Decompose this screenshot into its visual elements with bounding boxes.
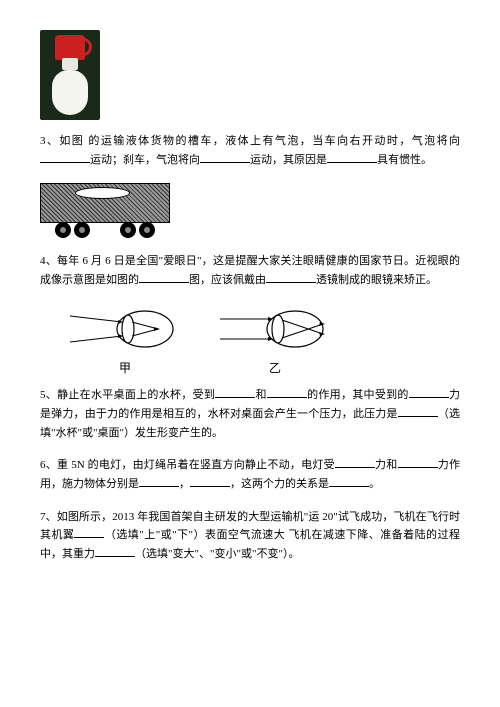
q4-blank-1 xyxy=(139,271,189,283)
question-4: 4、每年 6 月 6 日是全国"爱眼日"，这是提醒大家关注眼睛健康的国家节日。近… xyxy=(40,252,460,289)
q3-text-2: 运动；刹车，气泡将向 xyxy=(90,154,200,166)
q3-text-1: 3、如图 的运输液体货物的槽车，液体上有气泡，当车向右开动时，气泡将向 xyxy=(40,135,460,147)
q6-blank-2 xyxy=(398,456,438,468)
q6-text-4: ， xyxy=(179,478,190,490)
q7-blank-2 xyxy=(95,545,135,557)
tank-truck-diagram xyxy=(40,183,170,238)
question-6: 6、重 5N 的电灯，由灯绳吊着在竖直方向静止不动，电灯受力和力作用，施力物体分… xyxy=(40,456,460,493)
question-5: 5、静止在水平桌面上的水杯，受到和的作用，其中受到的力是弹力，由于力的作用是相互… xyxy=(40,386,460,442)
q6-text-5: ，这两个力的关系是 xyxy=(230,478,329,490)
eye-diagrams: 甲 乙 xyxy=(70,304,460,378)
wheel-icon xyxy=(139,222,155,238)
q3-blank-1 xyxy=(40,151,90,163)
q5-blank-1 xyxy=(215,386,255,398)
q5-blank-4 xyxy=(398,405,438,417)
question-3: 3、如图 的运输液体货物的槽车，液体上有气泡，当车向右开动时，气泡将向运动；刹车… xyxy=(40,132,460,169)
question-7: 7、如图所示，2013 年我国首架自主研发的大型运输机"运 20"试飞成功，飞机… xyxy=(40,508,460,564)
q3-blank-2 xyxy=(200,151,250,163)
wheel-icon xyxy=(55,222,71,238)
eye-svg-left xyxy=(70,304,180,354)
q6-text-6: 。 xyxy=(369,478,380,490)
wheel-icon xyxy=(120,222,136,238)
q5-blank-2 xyxy=(267,386,307,398)
q3-blank-3 xyxy=(327,151,377,163)
q5-text-1: 5、静止在水平桌面上的水杯，受到 xyxy=(40,389,215,401)
eye-diagram-left: 甲 xyxy=(70,304,180,378)
q6-text-2: 力和 xyxy=(375,459,398,471)
eye-svg-right xyxy=(220,304,330,354)
q6-text-1: 6、重 5N 的电灯，由灯绳吊着在竖直方向静止不动，电灯受 xyxy=(40,459,335,471)
q4-text-3: 透镜制成的眼镜来矫正。 xyxy=(316,274,437,286)
wheel-icon xyxy=(74,222,90,238)
q6-blank-5 xyxy=(329,475,369,487)
q4-blank-2 xyxy=(266,271,316,283)
q5-blank-3 xyxy=(409,386,449,398)
q7-blank-1 xyxy=(74,526,104,538)
q6-blank-4 xyxy=(190,475,230,487)
q5-text-3: 的作用，其中受到的 xyxy=(307,389,409,401)
q3-text-4: 具有惯性。 xyxy=(377,154,432,166)
q5-text-2: 和 xyxy=(255,389,267,401)
spray-bottle-image xyxy=(40,30,100,120)
q3-text-3: 运动，其原因是 xyxy=(250,154,327,166)
eye-diagram-right: 乙 xyxy=(220,304,330,378)
bottle-handle xyxy=(78,38,92,56)
q4-text-2: 图，应该佩戴由 xyxy=(189,274,266,286)
q6-blank-1 xyxy=(335,456,375,468)
eye-label-left: 甲 xyxy=(119,358,131,378)
q7-text-3: （选填"变大"、"变小"或"不变"）。 xyxy=(135,548,299,560)
bottle-body xyxy=(52,70,88,115)
q6-blank-3 xyxy=(139,475,179,487)
eye-label-right: 乙 xyxy=(269,358,281,378)
bottle-neck xyxy=(62,58,78,70)
